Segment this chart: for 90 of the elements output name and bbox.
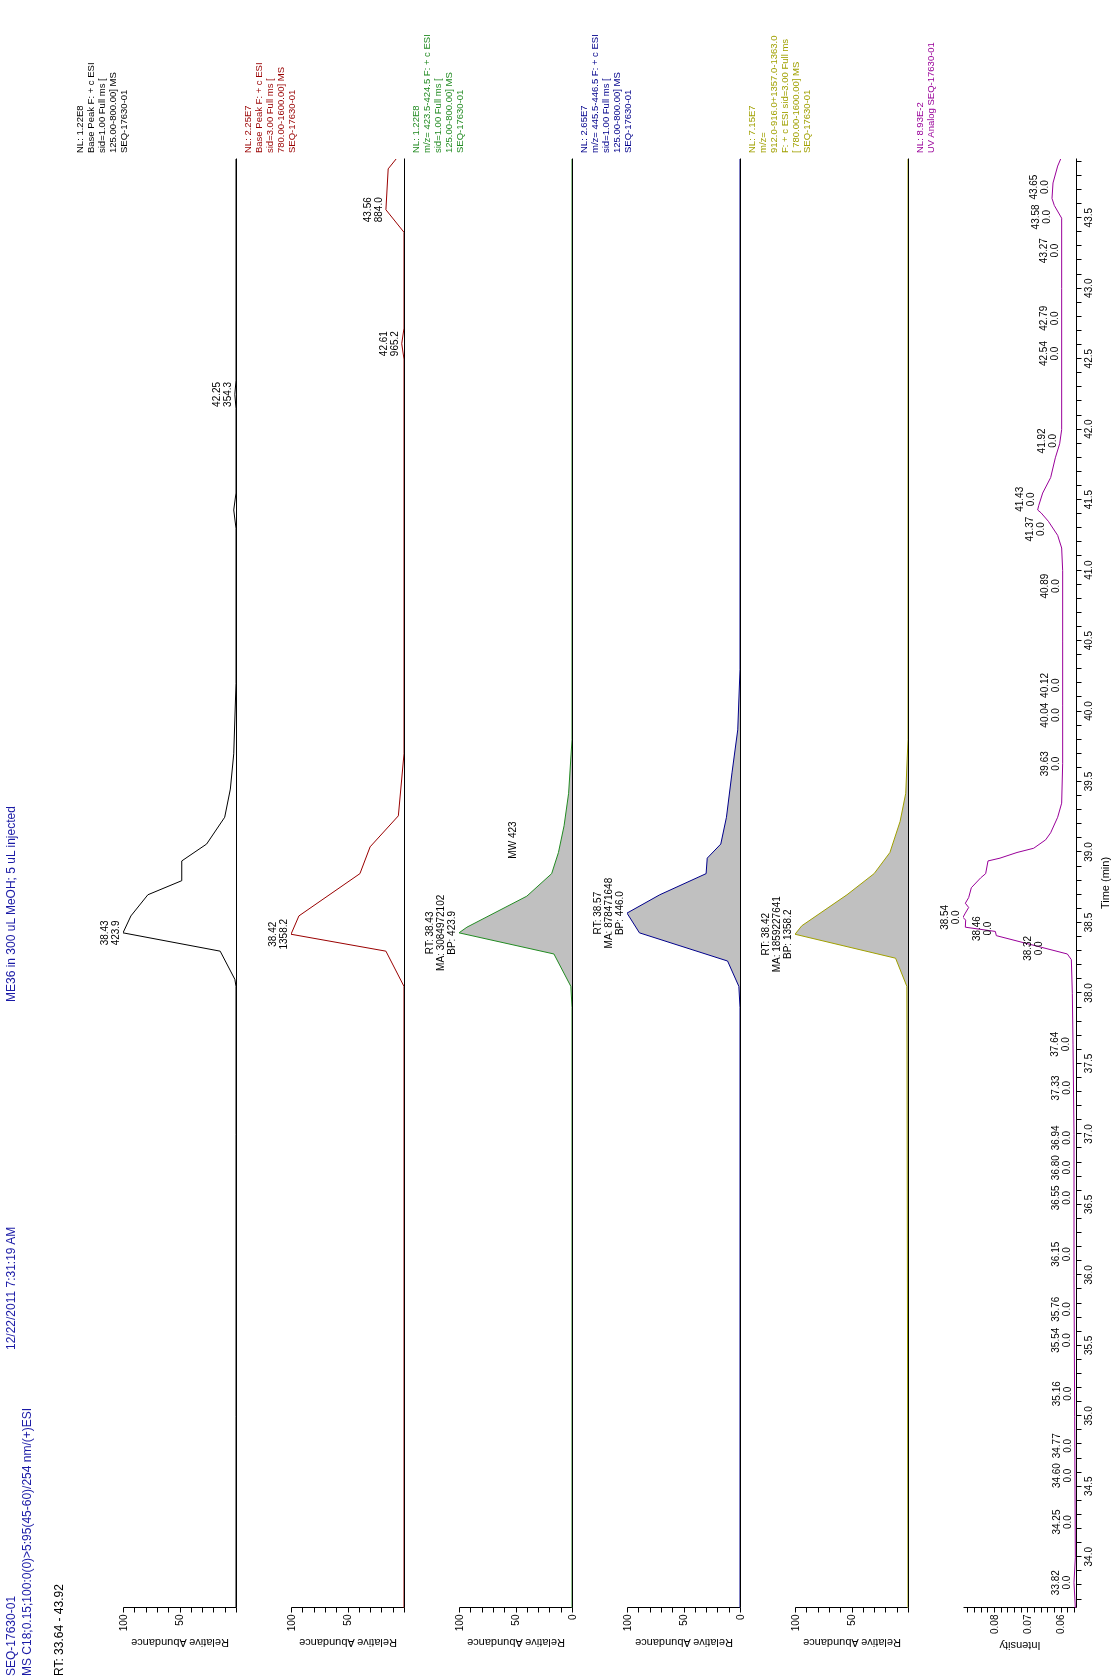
- y-tick-label: 40.0: [1082, 700, 1094, 721]
- x-axis-title: Relative Abundance: [131, 1637, 229, 1650]
- annotation: 35.16 0.0: [1050, 1380, 1073, 1407]
- chart-subtitle: NL: 1.22E8 Base Peak F: + c ESI sid=1.00 Full ms [ 125.00-800.00] MS SEQ-17630-01: [74, 62, 129, 153]
- annotation: 35.54 0.0: [1050, 1327, 1073, 1353]
- y-tick-label: 35.0: [1082, 1405, 1094, 1426]
- x-tick-label: 0: [566, 1614, 578, 1621]
- text: RT: 33.64 - 43.92: [52, 1584, 66, 1676]
- x-tick-label: 100: [117, 1614, 129, 1632]
- x-tick-label: 100: [453, 1614, 465, 1632]
- y-tick-label: 35.5: [1082, 1335, 1094, 1356]
- x-tick-label: 0.08: [988, 1614, 1000, 1634]
- y-tick-label: 36.5: [1082, 1194, 1094, 1215]
- annotation: 40.04 0.0: [1038, 702, 1061, 728]
- x-tick-label: 50: [174, 1614, 185, 1626]
- annotation: RT: 38.43 MA: 3084972102 BP: 423.9: [424, 894, 457, 971]
- annotation: 38.54 0.0: [939, 904, 961, 930]
- annotation: 35.76 0.0: [1050, 1296, 1073, 1322]
- y-tick-label: 37.5: [1082, 1053, 1094, 1074]
- y-tick-label: 43.0: [1082, 278, 1094, 298]
- annotation: MW 423: [507, 820, 519, 859]
- y-axis-title: Time (min): [1098, 856, 1111, 910]
- y-tick-label: 34.0: [1082, 1546, 1094, 1567]
- x-axis-title: Intensity: [999, 1639, 1041, 1652]
- chart-subtitle: NL: 2.65E7 m/z= 445.5-446.5 F: + c ESI sid=1.00 Full ms [ 125.00-800.00] MS SEQ-17630-01: [578, 34, 633, 153]
- annotation: 41.37 0.0: [1024, 516, 1047, 542]
- annotation: 40.89 0.0: [1038, 573, 1061, 599]
- text: MS C18;0.15;100:0(0)>5:95(45-60)/254 nm/(+)ESI: [20, 1407, 34, 1676]
- y-tick-label: 42.0: [1082, 418, 1094, 439]
- annotation: 37.33 0.0: [1049, 1074, 1072, 1101]
- chart-subtitle: NL: 1.22E8 m/z= 423.5-424.5 F: + c ESI sid=1.00 Full ms [ 125.00-800.00] MS SEQ-17630-01: [410, 34, 465, 153]
- y-tick-label: 41.0: [1082, 559, 1094, 580]
- y-tick-label: 36.0: [1082, 1264, 1094, 1285]
- annotation: 43.65 0.0: [1028, 174, 1050, 200]
- annotation: 43.58 0.0: [1030, 203, 1053, 230]
- x-tick-label: 100: [285, 1614, 297, 1632]
- annotation: 41.92 0.0: [1035, 427, 1058, 454]
- x-tick-label: 0.07: [1021, 1614, 1033, 1634]
- x-tick-label: 50: [342, 1614, 353, 1626]
- annotation: 42.25 354.3: [210, 381, 233, 407]
- x-tick-label: 100: [789, 1614, 801, 1632]
- y-tick-label: 40.5: [1082, 630, 1094, 651]
- chart-subtitle: NL: 8.93E-2 UV Analog SEQ-17630-01: [914, 42, 936, 153]
- x-axis-title: Relative Abundance: [299, 1637, 397, 1650]
- annotation: 43.56 884.0: [361, 196, 384, 223]
- x-axis-title: Relative Abundance: [467, 1637, 565, 1650]
- x-tick-label: 0: [734, 1614, 746, 1621]
- annotation: RT: 38.57 MA: 878471648 BP: 446.0: [592, 877, 625, 949]
- chart-subtitle: NL: 7.15E7 m/z= 912.0-916.0+1357.0-1363.0 F: + c ESI sid=3.00 Full ms [ 780.00-1600.00] MS SEQ-17630-01: [746, 35, 812, 153]
- x-tick-label: 0.06: [1055, 1614, 1067, 1634]
- y-tick-label: 41.5: [1082, 489, 1094, 510]
- annotation: 34.60 0.0: [1051, 1462, 1073, 1489]
- annotation: 42.54 0.0: [1037, 340, 1060, 367]
- y-tick-label: 42.5: [1082, 348, 1094, 369]
- x-tick-label: 50: [510, 1614, 521, 1626]
- chart-subtitle: NL: 2.25E7 Base Peak F: + c ESI sid=3.00 Full ms [ 780.00-1600.00] MS SEQ-17630-01: [242, 62, 297, 153]
- annotation: 36.15 0.0: [1050, 1241, 1072, 1267]
- annotation: 34.77 0.0: [1051, 1432, 1073, 1459]
- annotation: 42.61 965.2: [377, 330, 400, 357]
- x-tick-label: 50: [846, 1614, 857, 1626]
- text: ME36 in 300 uL MeOH; 5 uL injected: [4, 806, 18, 1002]
- y-tick-label: 43.5: [1082, 207, 1094, 228]
- annotation: 36.94 0.0: [1050, 1124, 1072, 1151]
- annotation: 33.82 0.0: [1050, 1569, 1072, 1596]
- annotation: 41.43 0.0: [1013, 486, 1036, 512]
- annotation: 38.43 423.9: [99, 919, 121, 946]
- y-tick-label: 37.0: [1082, 1123, 1094, 1144]
- text: SEQ-17630-01: [4, 1595, 18, 1676]
- annotation: 40.12 0.0: [1038, 672, 1061, 698]
- annotation: 36.55 0.0: [1050, 1184, 1072, 1211]
- annotation: 36.80 0.0: [1050, 1154, 1072, 1181]
- annotation: 38.42 1358.2: [267, 918, 289, 950]
- x-axis-title: Relative Abundance: [635, 1637, 733, 1650]
- text: 12/22/2011 7:31:19 AM: [4, 1226, 18, 1350]
- y-tick-label: 39.5: [1082, 771, 1094, 792]
- annotation: 38.46 0.0: [971, 915, 994, 942]
- annotation: 34.25 0.0: [1051, 1509, 1073, 1535]
- annotation: 42.79 0.0: [1037, 305, 1060, 331]
- annotation: RT: 38.42 MA: 1859227641 BP: 1358.2: [760, 895, 793, 973]
- x-tick-label: 100: [621, 1614, 633, 1632]
- annotation: 39.63 0.0: [1038, 750, 1061, 777]
- y-tick-label: 34.5: [1082, 1476, 1094, 1497]
- annotation: 38.32 0.0: [1021, 935, 1044, 961]
- y-tick-label: 38.5: [1082, 912, 1094, 933]
- annotation: 43.27 0.0: [1037, 237, 1060, 264]
- x-axis-title: Relative Abundance: [803, 1637, 901, 1650]
- annotation: 37.64 0.0: [1049, 1031, 1071, 1057]
- x-tick-label: 50: [678, 1614, 689, 1626]
- y-tick-label: 39.0: [1082, 841, 1094, 862]
- y-tick-label: 38.0: [1082, 982, 1094, 1003]
